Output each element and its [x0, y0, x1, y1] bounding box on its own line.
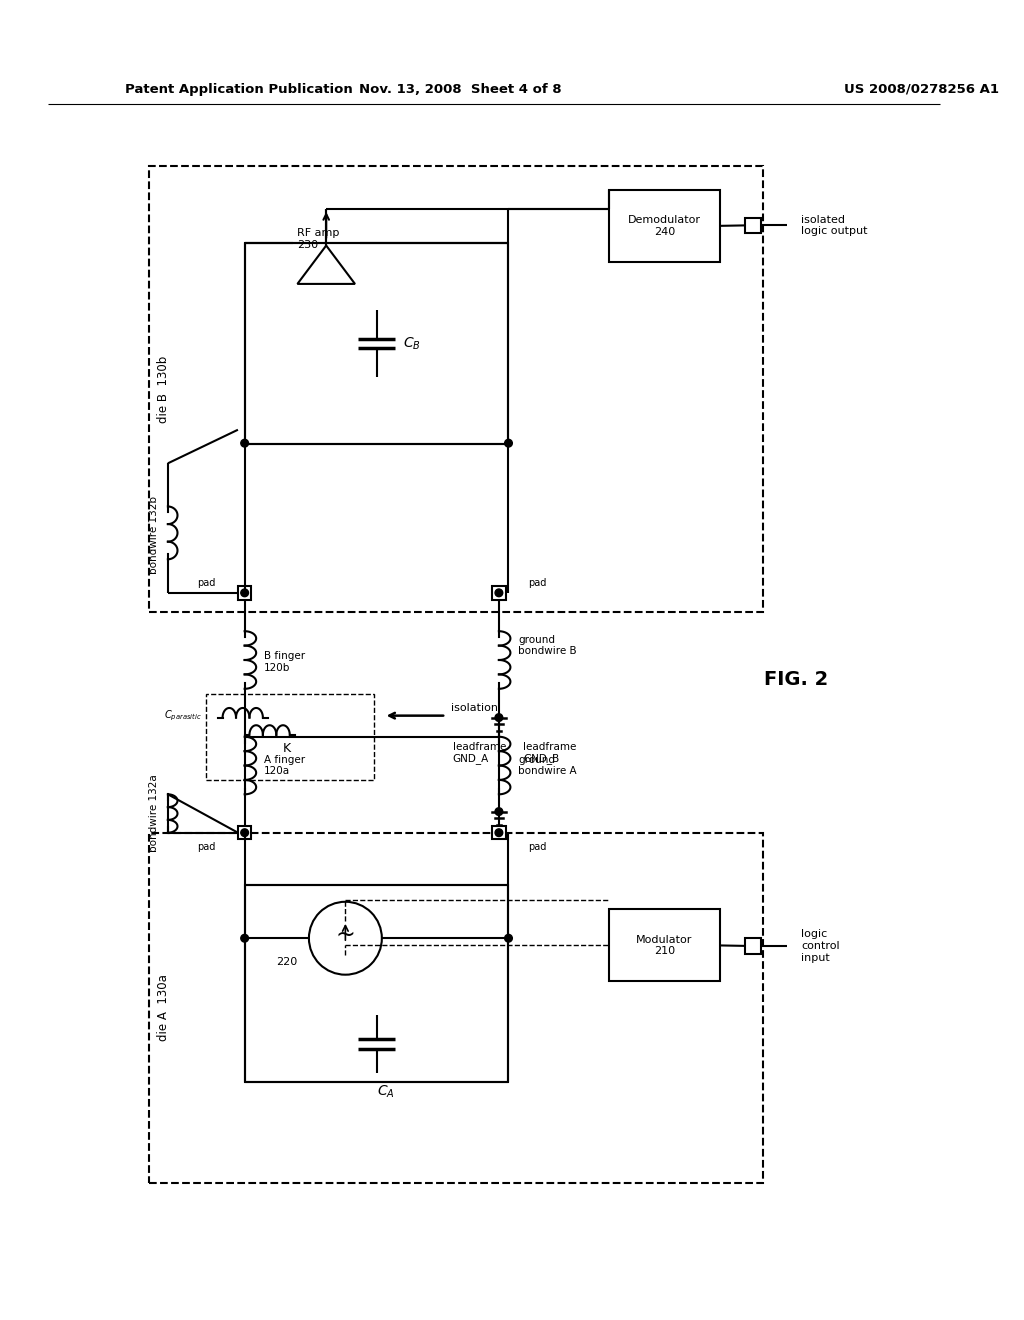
- Text: leadframe
GND_B: leadframe GND_B: [523, 742, 577, 764]
- Circle shape: [495, 714, 503, 722]
- Text: pad: pad: [198, 578, 216, 589]
- Bar: [745, 939, 761, 953]
- Circle shape: [505, 440, 512, 447]
- Bar: [148, 833, 763, 1183]
- Bar: [245, 243, 509, 444]
- Text: ground
bondwire A: ground bondwire A: [518, 755, 577, 776]
- Bar: [148, 166, 763, 612]
- Text: K: K: [283, 742, 291, 755]
- Circle shape: [241, 440, 249, 447]
- Text: ground
bondwire B: ground bondwire B: [518, 635, 577, 656]
- Bar: [238, 826, 251, 840]
- Text: ~: ~: [336, 923, 355, 946]
- Text: die B  130b: die B 130b: [157, 355, 170, 422]
- Text: Demodulator
240: Demodulator 240: [628, 215, 700, 236]
- Text: $C_B$: $C_B$: [403, 335, 421, 351]
- Bar: [609, 909, 720, 981]
- Text: die A  130a: die A 130a: [157, 974, 170, 1041]
- Text: US 2008/0278256 A1: US 2008/0278256 A1: [844, 83, 999, 95]
- Text: 220: 220: [276, 957, 297, 968]
- Bar: [245, 886, 509, 1082]
- Text: bondwire 132b: bondwire 132b: [148, 496, 159, 574]
- Text: Patent Application Publication: Patent Application Publication: [125, 83, 352, 95]
- Text: bondwire 132a: bondwire 132a: [148, 775, 159, 853]
- Text: logic
control
input: logic control input: [801, 929, 840, 962]
- Circle shape: [241, 829, 249, 837]
- Text: FIG. 2: FIG. 2: [764, 669, 828, 689]
- Text: RF amp
230: RF amp 230: [297, 228, 340, 249]
- Circle shape: [241, 589, 249, 597]
- Text: $C_A$: $C_A$: [377, 1084, 395, 1101]
- Bar: [238, 586, 251, 599]
- Bar: [609, 190, 720, 261]
- Bar: [206, 693, 374, 780]
- Circle shape: [495, 808, 503, 816]
- Circle shape: [495, 829, 503, 837]
- Text: pad: pad: [527, 842, 546, 853]
- Text: B finger
120b: B finger 120b: [264, 651, 305, 673]
- Text: pad: pad: [198, 842, 216, 853]
- Circle shape: [505, 935, 512, 942]
- Text: A finger
120a: A finger 120a: [264, 755, 305, 776]
- Circle shape: [241, 935, 249, 942]
- Text: leadframe
GND_A: leadframe GND_A: [453, 742, 506, 764]
- Bar: [493, 826, 506, 840]
- Text: isolated
logic output: isolated logic output: [801, 215, 867, 236]
- Bar: [493, 586, 506, 599]
- Circle shape: [495, 589, 503, 597]
- Polygon shape: [297, 246, 355, 284]
- Bar: [745, 218, 761, 234]
- Text: Modulator
210: Modulator 210: [636, 935, 692, 956]
- Text: $C_{parasitic}$: $C_{parasitic}$: [164, 709, 202, 723]
- Text: Nov. 13, 2008  Sheet 4 of 8: Nov. 13, 2008 Sheet 4 of 8: [359, 83, 562, 95]
- Text: isolation: isolation: [451, 702, 498, 713]
- Text: pad: pad: [527, 578, 546, 589]
